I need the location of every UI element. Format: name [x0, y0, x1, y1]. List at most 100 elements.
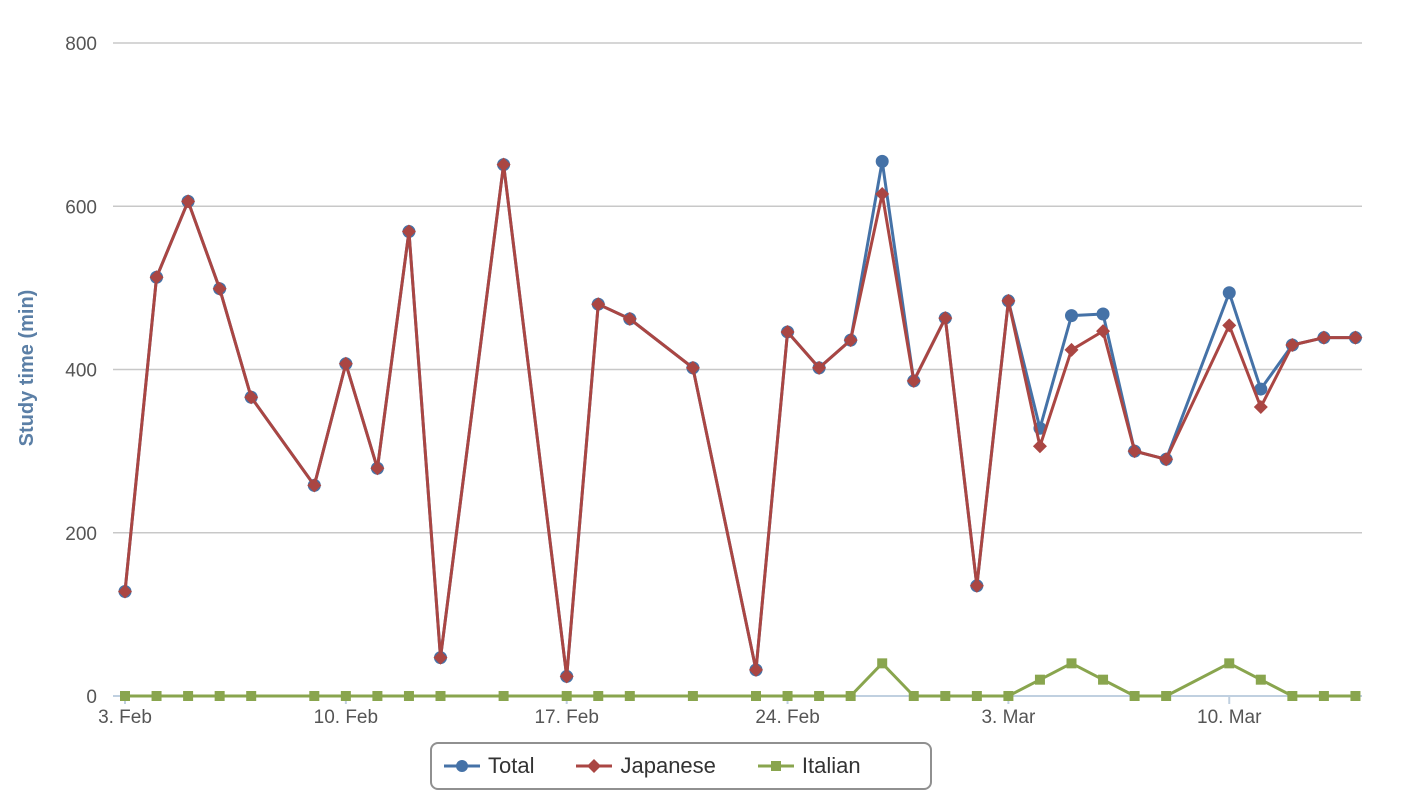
- x-tick-label: 24. Feb: [755, 707, 819, 728]
- data-point[interactable]: [433, 650, 448, 665]
- legend-italian-label: Italian: [801, 753, 861, 778]
- data-point[interactable]: [1096, 307, 1110, 321]
- data-point[interactable]: [401, 224, 416, 239]
- data-point[interactable]: [498, 691, 509, 701]
- data-point[interactable]: [1001, 293, 1016, 308]
- data-point[interactable]: [561, 691, 572, 701]
- legend-japanese-label: Japanese: [620, 753, 716, 778]
- y-tick-label: 600: [65, 197, 97, 218]
- data-point[interactable]: [814, 691, 825, 701]
- data-point[interactable]: [496, 157, 511, 172]
- y-tick-label: 800: [65, 34, 97, 55]
- data-point[interactable]: [1065, 309, 1078, 323]
- data-point[interactable]: [812, 360, 827, 375]
- data-point[interactable]: [1318, 691, 1329, 701]
- y-axis-ticks: 0 200 400 600 800: [65, 34, 97, 708]
- data-point[interactable]: [877, 658, 888, 669]
- data-point[interactable]: [940, 691, 951, 701]
- series-total: [118, 154, 1362, 683]
- data-point[interactable]: [938, 311, 953, 326]
- data-point[interactable]: [183, 691, 194, 701]
- data-point[interactable]: [971, 691, 982, 701]
- data-point[interactable]: [1287, 691, 1298, 701]
- legend-italian-symbol: [757, 761, 794, 771]
- data-point[interactable]: [370, 461, 385, 476]
- data-point[interactable]: [843, 333, 858, 348]
- data-point[interactable]: [685, 360, 700, 375]
- data-point[interactable]: [309, 691, 320, 701]
- data-point[interactable]: [782, 691, 793, 701]
- data-point[interactable]: [246, 691, 257, 701]
- data-point[interactable]: [149, 270, 164, 285]
- data-point[interactable]: [687, 691, 698, 701]
- y-tick-label: 0: [86, 687, 97, 708]
- data-point[interactable]: [1161, 691, 1172, 701]
- data-point[interactable]: [372, 691, 383, 701]
- y-tick-label: 400: [65, 361, 97, 382]
- data-point[interactable]: [1034, 674, 1045, 685]
- x-tick-label: 10. Mar: [1197, 707, 1262, 728]
- data-point[interactable]: [1348, 330, 1363, 345]
- series-layer: [118, 154, 1363, 701]
- data-point[interactable]: [1222, 286, 1236, 300]
- series-line: [123, 163, 1356, 678]
- data-point[interactable]: [1003, 691, 1014, 701]
- data-point[interactable]: [780, 324, 795, 339]
- data-point[interactable]: [1096, 324, 1111, 339]
- data-point[interactable]: [340, 691, 351, 701]
- data-point[interactable]: [1127, 444, 1142, 459]
- y-tick-label: 200: [65, 524, 97, 545]
- legend-total-label: Total: [488, 753, 535, 778]
- data-point[interactable]: [181, 194, 196, 209]
- data-point[interactable]: [1159, 452, 1174, 467]
- data-point[interactable]: [1224, 658, 1235, 669]
- series-line: [125, 661, 1356, 698]
- data-point[interactable]: [1222, 318, 1237, 333]
- legend-item-italian[interactable]: Italian: [757, 753, 861, 779]
- data-point[interactable]: [875, 187, 890, 202]
- data-point[interactable]: [403, 691, 414, 701]
- data-point[interactable]: [969, 578, 984, 593]
- data-point[interactable]: [214, 691, 225, 701]
- data-point[interactable]: [559, 669, 574, 684]
- data-point[interactable]: [749, 662, 763, 677]
- legend-japanese-symbol: [576, 759, 613, 773]
- data-point[interactable]: [120, 691, 130, 701]
- data-point[interactable]: [1064, 342, 1079, 357]
- data-point[interactable]: [845, 691, 856, 701]
- series-japanese: [118, 157, 1363, 684]
- data-point[interactable]: [1032, 439, 1047, 454]
- data-point[interactable]: [591, 297, 606, 312]
- data-point[interactable]: [875, 154, 889, 168]
- legend-item-total[interactable]: Total: [444, 753, 534, 779]
- data-point[interactable]: [1316, 330, 1331, 345]
- data-point[interactable]: [1254, 382, 1268, 396]
- data-point[interactable]: [1098, 674, 1109, 685]
- data-point[interactable]: [1255, 674, 1266, 685]
- legend-item-japanese[interactable]: Japanese: [576, 753, 716, 779]
- data-point[interactable]: [1066, 658, 1077, 669]
- gridlines: [113, 42, 1362, 534]
- data-point[interactable]: [212, 281, 227, 296]
- data-point[interactable]: [593, 691, 604, 701]
- data-point[interactable]: [1129, 691, 1140, 701]
- data-point[interactable]: [338, 356, 353, 371]
- data-point[interactable]: [1253, 400, 1268, 415]
- data-point[interactable]: [1285, 338, 1300, 353]
- data-point[interactable]: [622, 311, 637, 326]
- data-point[interactable]: [307, 478, 322, 493]
- data-point[interactable]: [118, 584, 132, 599]
- data-point[interactable]: [435, 691, 446, 701]
- data-point[interactable]: [751, 691, 761, 701]
- x-tick-label: 3. Feb: [98, 707, 152, 728]
- data-point[interactable]: [908, 691, 919, 701]
- legend: Total Japanese Italian: [430, 742, 932, 790]
- data-point[interactable]: [624, 691, 635, 701]
- y-axis-title: Study time (min): [16, 290, 38, 447]
- data-point[interactable]: [244, 390, 259, 405]
- data-point[interactable]: [906, 373, 921, 388]
- legend-total-symbol: [444, 760, 480, 772]
- data-point[interactable]: [151, 691, 162, 701]
- data-point[interactable]: [1350, 691, 1361, 701]
